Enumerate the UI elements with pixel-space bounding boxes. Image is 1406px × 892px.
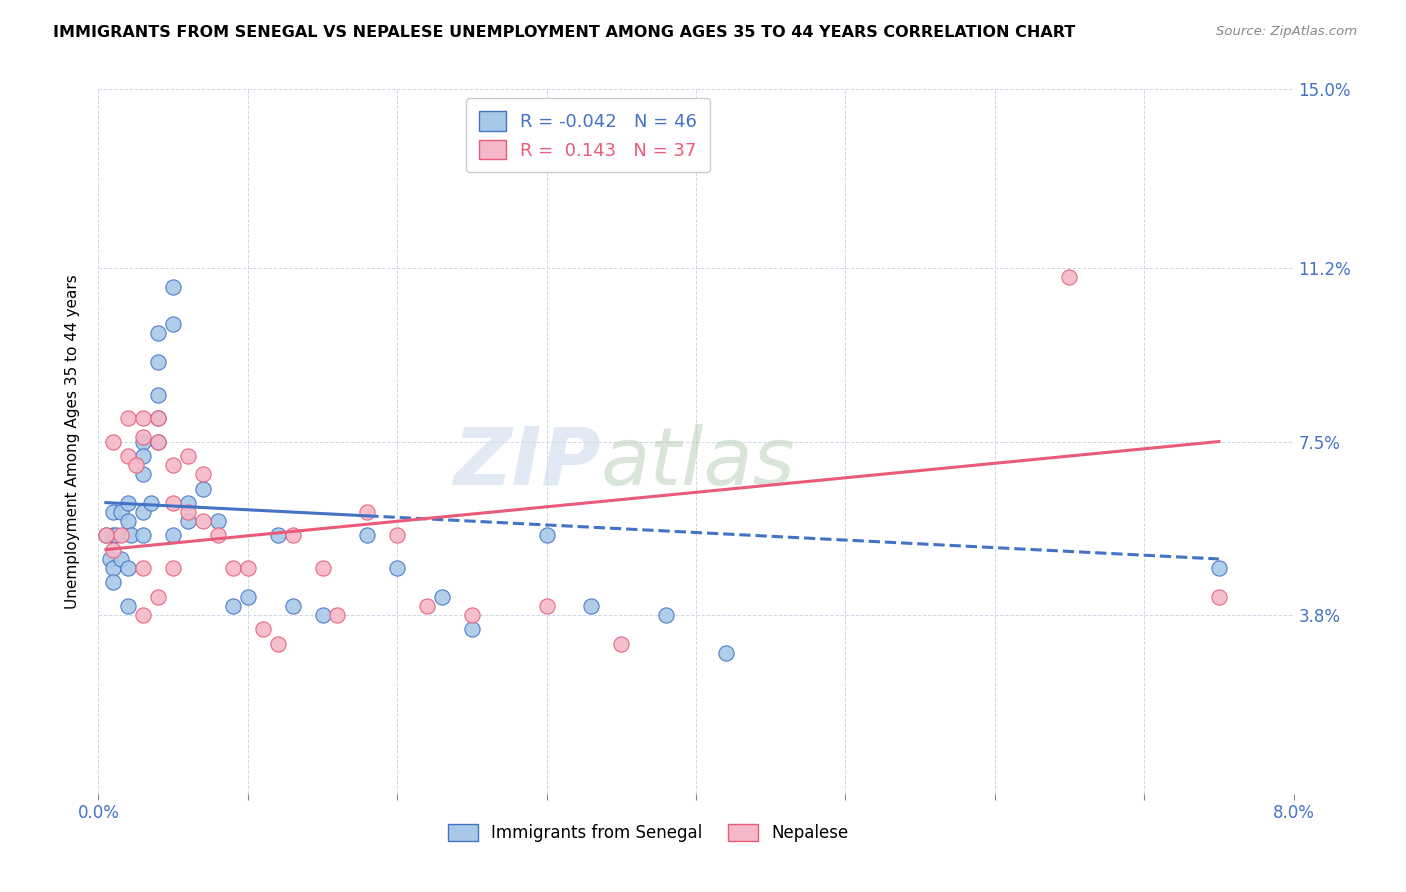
- Text: ZIP: ZIP: [453, 424, 600, 501]
- Point: [139, 495, 162, 509]
- Point: [148, 434, 170, 449]
- Point: [110, 505, 132, 519]
- Point: [177, 449, 200, 463]
- Point: [252, 623, 274, 637]
- Point: [103, 542, 125, 557]
- Point: [162, 561, 184, 575]
- Point: [177, 515, 200, 529]
- Point: [356, 505, 378, 519]
- Point: [267, 636, 290, 650]
- Point: [110, 528, 132, 542]
- Point: [120, 528, 142, 542]
- Text: IMMIGRANTS FROM SENEGAL VS NEPALESE UNEMPLOYMENT AMONG AGES 35 TO 44 YEARS CORRE: IMMIGRANTS FROM SENEGAL VS NEPALESE UNEM…: [53, 25, 1076, 40]
- Y-axis label: Unemployment Among Ages 35 to 44 years: Unemployment Among Ages 35 to 44 years: [65, 274, 80, 609]
- Text: Source: ZipAtlas.com: Source: ZipAtlas.com: [1216, 25, 1357, 38]
- Point: [162, 458, 184, 472]
- Point: [148, 326, 170, 341]
- Point: [581, 599, 603, 613]
- Point: [117, 495, 139, 509]
- Point: [103, 561, 125, 575]
- Point: [222, 561, 245, 575]
- Point: [132, 608, 155, 623]
- Point: [125, 458, 148, 472]
- Point: [117, 599, 139, 613]
- Point: [148, 411, 170, 425]
- Point: [1059, 270, 1081, 285]
- Point: [236, 561, 259, 575]
- Point: [103, 505, 125, 519]
- Point: [162, 279, 184, 293]
- Point: [148, 590, 170, 604]
- Point: [714, 646, 737, 660]
- Point: [132, 505, 155, 519]
- Point: [267, 528, 290, 542]
- Point: [162, 317, 184, 331]
- Point: [177, 495, 200, 509]
- Legend: Immigrants from Senegal, Nepalese: Immigrants from Senegal, Nepalese: [441, 817, 855, 849]
- Point: [461, 623, 484, 637]
- Point: [461, 608, 484, 623]
- Point: [207, 515, 229, 529]
- Point: [326, 608, 349, 623]
- Point: [311, 561, 333, 575]
- Point: [148, 434, 170, 449]
- Point: [536, 599, 558, 613]
- Point: [94, 528, 117, 542]
- Point: [103, 528, 125, 542]
- Point: [132, 467, 155, 482]
- Point: [132, 528, 155, 542]
- Point: [162, 495, 184, 509]
- Point: [191, 482, 214, 496]
- Point: [1208, 590, 1230, 604]
- Point: [98, 552, 122, 566]
- Point: [207, 528, 229, 542]
- Point: [610, 636, 633, 650]
- Point: [110, 552, 132, 566]
- Point: [430, 590, 453, 604]
- Point: [177, 505, 200, 519]
- Point: [148, 354, 170, 368]
- Point: [105, 528, 128, 542]
- Point: [132, 430, 155, 444]
- Point: [281, 528, 304, 542]
- Point: [356, 528, 378, 542]
- Point: [385, 561, 409, 575]
- Point: [117, 449, 139, 463]
- Point: [191, 467, 214, 482]
- Point: [416, 599, 439, 613]
- Point: [117, 411, 139, 425]
- Point: [191, 515, 214, 529]
- Point: [103, 434, 125, 449]
- Point: [132, 449, 155, 463]
- Point: [311, 608, 333, 623]
- Point: [655, 608, 678, 623]
- Point: [117, 561, 139, 575]
- Point: [162, 528, 184, 542]
- Point: [236, 590, 259, 604]
- Point: [148, 411, 170, 425]
- Point: [132, 561, 155, 575]
- Point: [281, 599, 304, 613]
- Point: [222, 599, 245, 613]
- Point: [103, 575, 125, 590]
- Point: [1208, 561, 1230, 575]
- Point: [148, 387, 170, 401]
- Text: atlas: atlas: [600, 424, 796, 501]
- Point: [385, 528, 409, 542]
- Point: [132, 411, 155, 425]
- Point: [94, 528, 117, 542]
- Point: [117, 515, 139, 529]
- Point: [536, 528, 558, 542]
- Point: [132, 434, 155, 449]
